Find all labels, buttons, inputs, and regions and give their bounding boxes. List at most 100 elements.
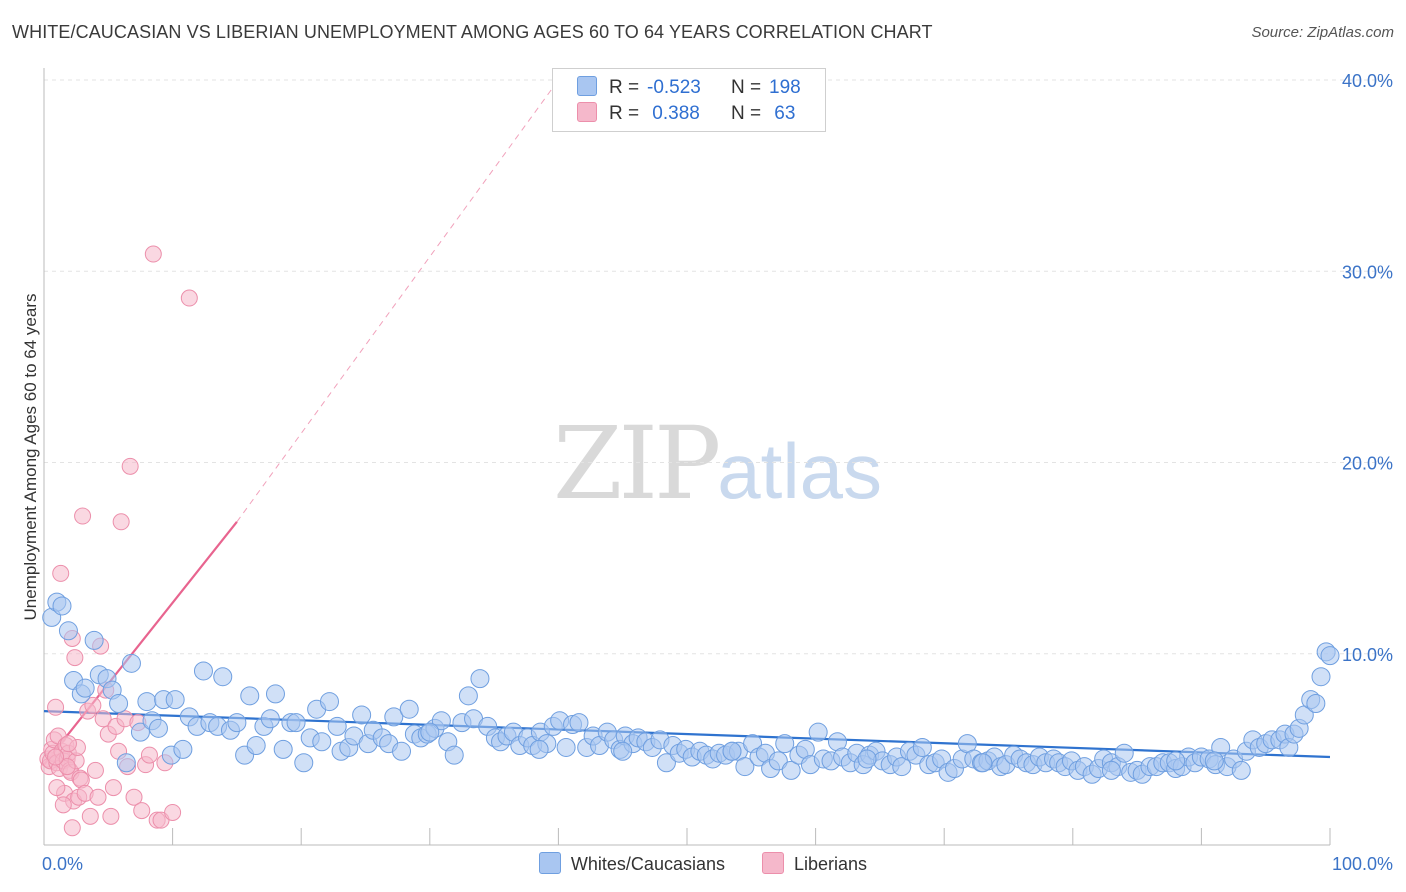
grid-lines <box>44 79 1392 655</box>
liberian-point <box>48 779 66 797</box>
white-point <box>656 753 676 773</box>
liberian-point <box>59 735 77 753</box>
white-point <box>294 753 314 773</box>
white-point <box>569 713 589 733</box>
white-point <box>613 741 633 761</box>
liberian-point <box>112 513 130 531</box>
white-point <box>431 711 451 731</box>
liberian-point <box>81 807 99 825</box>
white-point <box>327 716 347 736</box>
liberian-point <box>144 245 162 263</box>
white-point <box>193 661 213 681</box>
white-point <box>137 692 157 712</box>
white-point <box>781 760 801 780</box>
y-tick-label: 20.0% <box>1342 454 1393 474</box>
legend-label-whites: Whites/Caucasians <box>570 854 725 874</box>
correlation-legend: R = -0.523 N = 198 R = 0.388 N = 63 <box>552 68 826 132</box>
liberian-point <box>133 802 151 820</box>
liberian-point <box>58 758 76 776</box>
liberian-point <box>84 696 102 714</box>
white-point <box>808 722 828 742</box>
liberian-point <box>89 788 107 806</box>
white-point <box>1101 760 1121 780</box>
white-point <box>227 713 247 733</box>
liberian-point <box>66 649 84 667</box>
white-point <box>52 596 72 616</box>
liberian-trend-line <box>43 521 238 766</box>
liberian-point <box>86 761 104 779</box>
white-point <box>1311 667 1331 687</box>
white-point <box>392 741 412 761</box>
watermark: ZIPatlas <box>553 405 882 522</box>
white-point <box>260 709 280 729</box>
white-point <box>1320 646 1340 666</box>
watermark-zip: ZIP <box>553 405 721 522</box>
white-point <box>735 757 755 777</box>
white-point <box>265 684 285 704</box>
white-point <box>121 653 141 673</box>
liberian-point <box>54 796 72 814</box>
white-point <box>470 669 490 689</box>
legend-n-label: N = <box>731 77 762 98</box>
liberian-point <box>52 564 70 582</box>
white-point <box>722 741 742 761</box>
tick-labels: 10.0% 20.0% 30.0% 40.0% 0.0% 100.0% <box>42 71 1393 874</box>
liberian-point <box>125 788 143 806</box>
legend-n-label: N = <box>731 103 762 124</box>
white-point <box>130 722 150 742</box>
white-point <box>109 693 129 713</box>
y-tick-label: 10.0% <box>1342 645 1393 665</box>
legend-r-value: -0.523 <box>647 77 701 98</box>
legend-swatch-whites <box>577 76 597 96</box>
white-point <box>75 678 95 698</box>
white-point <box>1306 693 1326 713</box>
white-point <box>1204 751 1224 771</box>
white-point <box>857 749 877 769</box>
white-point <box>420 722 440 742</box>
legend-swatch-whites <box>538 852 561 874</box>
liberian-trend-extension <box>236 79 559 523</box>
y-tick-label: 40.0% <box>1342 71 1393 91</box>
liberian-point <box>47 748 65 766</box>
legend-swatch-liberians <box>762 852 785 874</box>
liberian-point <box>164 803 182 821</box>
white-point <box>352 705 372 725</box>
white-point <box>399 699 419 719</box>
legend-label-liberians: Liberians <box>794 854 868 874</box>
white-point <box>165 690 185 710</box>
legend-row-whites: R = -0.523 N = 198 <box>577 76 801 100</box>
y-axis-label: Unemployment Among Ages 60 to 64 years <box>21 294 40 621</box>
white-point <box>246 736 266 756</box>
series-legend: Whites/Caucasians Liberians <box>0 852 1406 875</box>
liberian-point <box>63 819 81 837</box>
axes <box>43 68 1331 846</box>
source-label: Source: ZipAtlas.com <box>1251 24 1394 41</box>
legend-swatch-liberians <box>577 102 597 122</box>
white-point <box>892 757 912 777</box>
trend-lines <box>43 79 1331 766</box>
legend-row-liberians: R = 0.388 N = 63 <box>577 102 795 126</box>
legend-n-value: 198 <box>769 77 801 98</box>
white-point <box>240 686 260 706</box>
x-tick-label: 100.0% <box>1332 854 1393 874</box>
white-point <box>312 732 332 752</box>
white-point <box>319 692 339 712</box>
white-point <box>173 739 193 759</box>
y-tick-label: 30.0% <box>1342 262 1393 282</box>
white-point <box>213 667 233 687</box>
legend-item-liberians[interactable]: Liberians <box>762 852 867 875</box>
white-point <box>384 707 404 727</box>
watermark-atlas: atlas <box>717 427 883 515</box>
liberian-point <box>140 746 158 764</box>
chart-title: WHITE/CAUCASIAN VS LIBERIAN UNEMPLOYMENT… <box>12 22 933 42</box>
white-point <box>444 745 464 765</box>
white-point <box>148 718 168 738</box>
white-point <box>116 753 136 773</box>
liberian-point <box>94 710 112 728</box>
legend-r-label: R = <box>609 77 640 98</box>
white-point <box>529 739 549 759</box>
legend-item-whites[interactable]: Whites/Caucasians <box>538 852 725 875</box>
x-tick-label: 0.0% <box>42 854 83 874</box>
white-point <box>973 753 993 773</box>
